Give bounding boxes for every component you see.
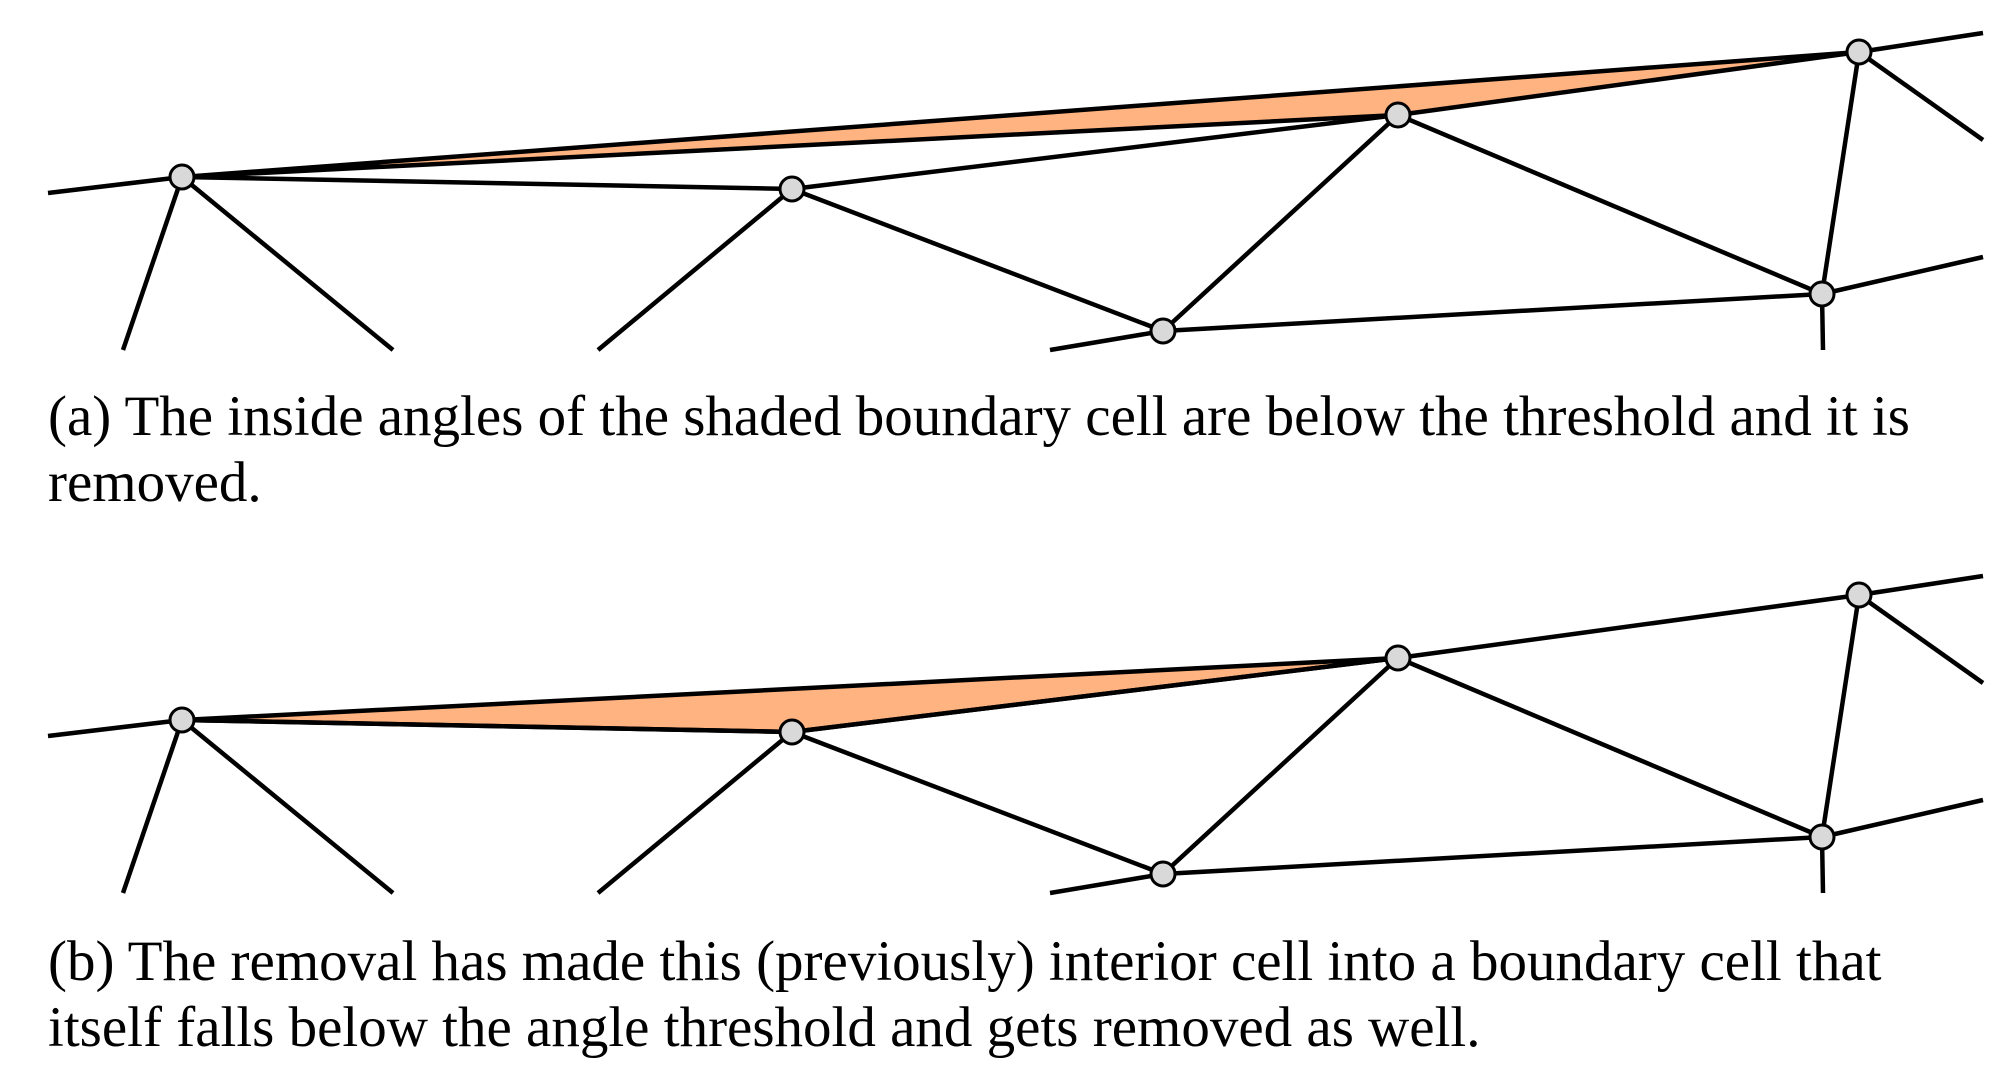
shaded-boundary-cell-a <box>179 49 1862 180</box>
mesh-edge <box>120 176 185 351</box>
mesh-edges-b <box>47 573 1985 896</box>
mesh-edge <box>1819 594 1862 838</box>
mesh-edge <box>1819 51 1862 295</box>
mesh-vertex <box>1845 38 1873 66</box>
mesh-edge <box>1161 113 1400 333</box>
mesh-edge <box>1162 291 1823 334</box>
mesh-edge <box>791 655 1399 735</box>
mesh-edge <box>1821 254 1984 297</box>
mesh-edge <box>791 729 1164 877</box>
mesh-edge <box>1397 655 1823 840</box>
mesh-edge <box>1858 573 1984 598</box>
mesh-edge <box>596 730 794 895</box>
mesh-edge <box>181 717 793 735</box>
mesh-edge <box>1858 30 1984 55</box>
mesh-edge <box>1397 112 1823 297</box>
mesh-vertex <box>1149 860 1177 888</box>
caption-a: (a) The inside angles of the shaded boun… <box>48 385 1910 514</box>
mesh-edge <box>1049 328 1164 353</box>
mesh-edge <box>1049 871 1164 896</box>
mesh-vertex <box>778 718 806 746</box>
mesh-edge <box>1821 797 1984 840</box>
mesh-edge <box>1161 656 1400 876</box>
mesh-diagram-b <box>47 573 1985 896</box>
mesh-vertex <box>168 706 196 734</box>
mesh-edge <box>1857 50 1985 142</box>
mesh-vertex <box>1384 101 1412 129</box>
mesh-diagram-a <box>47 30 1985 353</box>
mesh-edge <box>47 717 183 739</box>
mesh-edge <box>1162 834 1823 877</box>
mesh-edge <box>791 186 1164 334</box>
mesh-edge <box>180 718 395 895</box>
mesh-vertex <box>1845 581 1873 609</box>
mesh-vertex <box>1808 823 1836 851</box>
caption-b: (b) The removal has made this (previousl… <box>48 930 1882 1059</box>
mesh-vertices-b <box>168 581 1873 888</box>
mesh-vertex <box>1149 317 1177 345</box>
mesh-vertex <box>168 163 196 191</box>
mesh-edge <box>180 175 395 352</box>
mesh-edges-a <box>47 30 1985 353</box>
mesh-edge <box>1857 593 1985 685</box>
mesh-vertex <box>778 175 806 203</box>
mesh-edge <box>47 174 183 196</box>
mesh-vertex <box>1384 644 1412 672</box>
mesh-vertices-a <box>168 38 1873 345</box>
mesh-edge <box>596 187 794 352</box>
mesh-vertex <box>1808 280 1836 308</box>
mesh-edge <box>120 719 185 894</box>
mesh-edge <box>181 174 793 192</box>
mesh-edge <box>791 112 1399 192</box>
mesh-edge <box>1397 592 1860 661</box>
